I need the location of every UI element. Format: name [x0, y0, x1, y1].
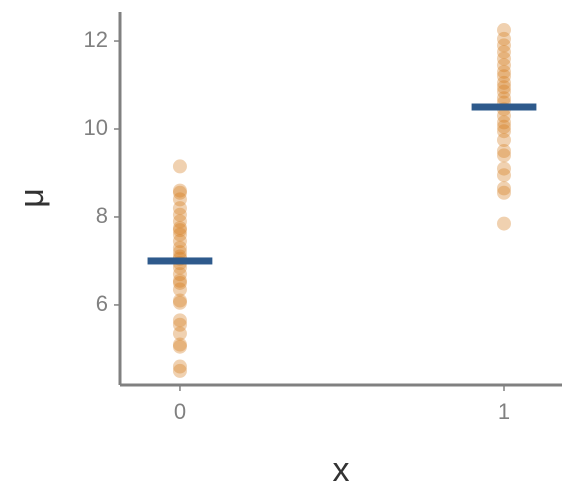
point [172, 282, 187, 297]
y-tick-label: 12 [84, 27, 108, 52]
point [172, 326, 187, 341]
y-tick-label: 10 [84, 115, 108, 140]
x-axis-label: x [333, 451, 350, 489]
point [496, 69, 511, 84]
point [172, 201, 187, 216]
point [496, 161, 511, 176]
point [496, 45, 511, 60]
point [172, 295, 187, 310]
point [172, 192, 187, 207]
point [496, 115, 511, 130]
point [496, 143, 511, 158]
point [172, 214, 187, 229]
point [172, 240, 187, 255]
point [496, 181, 511, 196]
point [496, 168, 511, 183]
point [172, 183, 187, 198]
point [496, 80, 511, 95]
point [496, 185, 511, 200]
point [172, 339, 187, 354]
point [496, 119, 511, 134]
point [172, 207, 187, 222]
point [172, 313, 187, 328]
point [172, 227, 187, 242]
point [172, 245, 187, 260]
point [496, 84, 511, 99]
point [496, 58, 511, 73]
point [496, 108, 511, 123]
point [172, 234, 187, 249]
point [172, 363, 187, 378]
x-tick-label: 0 [174, 399, 186, 424]
point [172, 185, 187, 200]
mean-bar [471, 103, 537, 111]
point [172, 317, 187, 332]
point [172, 359, 187, 374]
point [172, 275, 187, 290]
point [172, 337, 187, 352]
y-axis-label: μ [13, 188, 51, 208]
x-tick-label: 1 [498, 399, 510, 424]
point [496, 51, 511, 66]
point [496, 31, 511, 46]
point [172, 220, 187, 235]
point [496, 23, 511, 38]
point [496, 75, 511, 90]
point [496, 132, 511, 147]
point [172, 293, 187, 308]
point [496, 91, 511, 106]
point [496, 38, 511, 53]
y-tick-label: 8 [96, 203, 108, 228]
point [496, 216, 511, 231]
point [172, 267, 187, 282]
point [172, 273, 187, 288]
point [496, 148, 511, 163]
point [172, 223, 187, 238]
y-tick-label: 6 [96, 291, 108, 316]
point [496, 124, 511, 139]
mean-bar [147, 257, 213, 265]
point [172, 159, 187, 174]
point [496, 64, 511, 79]
